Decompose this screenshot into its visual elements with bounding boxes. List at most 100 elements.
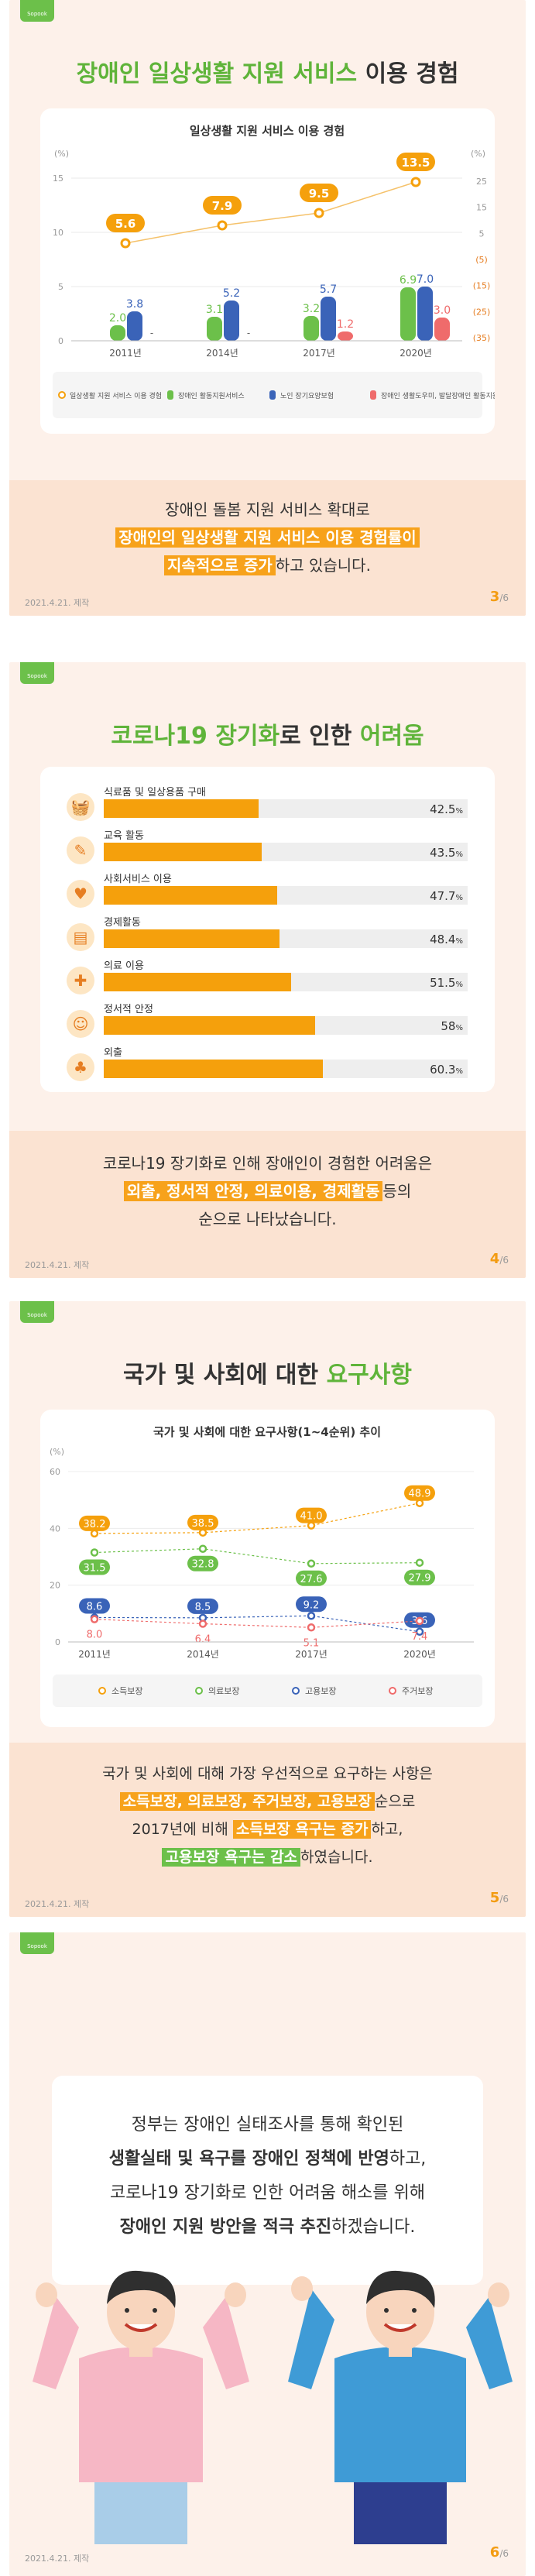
value-label: 38.2	[84, 1519, 106, 1530]
difficulty-value-label: 58%	[441, 1019, 463, 1033]
value-label: 7.4	[412, 1631, 428, 1643]
value-label: 27.9	[409, 1573, 431, 1585]
title-highlight: 코로나19 장기화	[111, 723, 280, 750]
series-point	[415, 1558, 424, 1567]
value-label: 38.5	[192, 1518, 214, 1530]
difficulty-row: ☺ 정서적 안정 58%	[63, 1001, 474, 1044]
caption-highlight: 외출, 정서적 안정, 의료이용, 경제활동	[123, 1181, 383, 1201]
bar-value-label: 2.0	[109, 312, 126, 325]
page-total: /6	[499, 592, 509, 603]
difficulty-row: ♥ 사회서비스 이용 47.7%	[63, 871, 474, 914]
bar	[224, 301, 239, 341]
difficulty-label: 식료품 및 일상용품 구매	[104, 787, 206, 799]
value-label: 41.0	[300, 1511, 323, 1523]
caption-highlight-green: 고용보장 욕구는 감소	[162, 1848, 301, 1867]
difficulty-label: 사회서비스 이용	[104, 874, 172, 885]
y-tick-label: 60	[50, 1467, 60, 1477]
cash-register-icon: ▤	[63, 920, 98, 954]
value-label: 8.6	[87, 1601, 103, 1613]
legend-marker	[269, 390, 276, 400]
difficulty-label: 의료 이용	[104, 960, 144, 972]
slide-covid-difficulties: Sopook 코로나19 장기화로 인한 어려움 🧺 식료품 및 일상용품 구매 4…	[9, 662, 526, 1278]
legend-label: 일상생활 지원 서비스 이용 경험	[70, 391, 162, 400]
legend-label: 장애인 활동지원서비스	[178, 391, 245, 400]
medical-chart-icon: ✚	[63, 963, 98, 998]
caption-highlight: 소득보장, 의료보장, 주거보장, 고용보장	[119, 1792, 375, 1811]
page-number: 6/6	[490, 2544, 509, 2561]
series-line	[94, 1619, 420, 1628]
x-tick-label: 2011년	[78, 1649, 111, 1660]
series-line	[94, 1548, 420, 1564]
caption-pre: 2017년에 비해	[132, 1821, 233, 1838]
series-point	[90, 1548, 99, 1557]
series-point	[198, 1544, 207, 1553]
page-total: /6	[499, 1255, 509, 1266]
legend-background	[53, 372, 482, 418]
caption-tail: 하고,	[371, 1821, 403, 1838]
right-tick-label: (15)	[473, 281, 491, 291]
person-right-illustration	[288, 2270, 513, 2544]
experience-value-label: 13.5	[401, 156, 430, 170]
value-label: 8.5	[195, 1602, 211, 1613]
difficulty-row: ▤ 경제활동 48.4%	[63, 914, 474, 957]
page-total: /6	[499, 2548, 509, 2559]
left-tick-label: 5	[58, 282, 63, 292]
difficulty-bar	[104, 1060, 324, 1078]
value-label-bg	[404, 1569, 435, 1585]
legend-label: 노인 장기요양보험	[280, 392, 334, 400]
value-label-bg	[404, 1485, 435, 1501]
bar-value-label: 1.2	[337, 318, 354, 331]
value-label: 32.8	[192, 1559, 214, 1571]
legend-label: 주거보장	[402, 1686, 433, 1696]
caption-box: 국가 및 사회에 대해 가장 우선적으로 요구하는 사항은 소득보장, 의료보장…	[9, 1743, 526, 1917]
x-tick-label: 2020년	[403, 1649, 436, 1660]
experience-point	[120, 238, 131, 249]
right-tick-label: 5	[479, 228, 485, 239]
difficulty-track: 47.7%	[104, 886, 468, 905]
difficulty-label: 경제활동	[104, 917, 141, 929]
legend-marker	[58, 391, 66, 399]
title-rest: 로 인한	[280, 723, 360, 750]
bar-value-label: 3.1	[206, 304, 223, 316]
difficulty-value-label: 42.5%	[430, 802, 463, 816]
difficulty-track: 58%	[104, 1016, 468, 1035]
x-tick-label: 2020년	[400, 348, 432, 359]
creation-date: 2021.4.21. 제작	[25, 1899, 90, 1909]
message-bold: 장애인 지원 방안을 적극 추진	[119, 2217, 332, 2237]
message-tail: 하겠습니다.	[331, 2217, 416, 2237]
y-tick-label: 0	[55, 1637, 60, 1647]
svg-text:♥: ♥	[74, 884, 87, 903]
y-axis-unit: (%)	[50, 1447, 64, 1457]
series-point	[90, 1529, 99, 1538]
message-tail: 하고,	[389, 2149, 427, 2169]
caption-tail: 하고 있습니다.	[275, 556, 371, 575]
caption: 장애인 돌봄 지원 서비스 확대로 장애인의 일상생활 지원 서비스 이용 경험…	[9, 496, 526, 579]
legend-marker	[370, 390, 376, 400]
bar-value-label: -	[247, 328, 250, 338]
left-tick-label: 0	[58, 336, 63, 346]
value-label-bg	[187, 1598, 218, 1614]
difficulty-track: 43.5%	[104, 843, 468, 861]
legend-label: 소득보장	[111, 1686, 142, 1696]
legend-label: 의료보장	[208, 1686, 239, 1696]
y-tick-label: 40	[50, 1523, 60, 1534]
needs-line-chart: 국가 및 사회에 대한 요구사항(1~4순위) 추이 (%) 0 20 40 60 38.2…	[50, 1425, 482, 1707]
difficulty-value-label: 43.5%	[430, 846, 463, 860]
legend-marker	[167, 390, 173, 400]
caption-highlight: 소득보장 욕구는 증가	[232, 1820, 372, 1839]
chart-card: 일상생활 지원 서비스 이용 경험 (%) (%) 0 5 10 15 (35) (25) (15…	[40, 108, 526, 434]
title-rest: 이용 경험	[357, 60, 459, 88]
right-tick-label: (35)	[473, 333, 491, 343]
experience-value-label: 7.9	[212, 199, 233, 213]
value-label-bg	[187, 1514, 218, 1530]
series-point	[307, 1612, 316, 1620]
bar-value-label: 7.0	[417, 273, 434, 286]
brand-tab-label: Sopook	[27, 11, 47, 17]
x-tick-label: 2014년	[187, 1649, 219, 1660]
legend-label: 고용보장	[305, 1686, 336, 1696]
heart-hand-icon: ♥	[63, 877, 98, 911]
value-label: 31.5	[84, 1563, 106, 1575]
creation-date: 2021.4.21. 제작	[25, 2554, 90, 2564]
page-current: 4	[489, 1251, 500, 1267]
difficulty-chart-card: 🧺 식료품 및 일상용품 구매 42.5% ✎ 교육 활동 43.5% ♥ 사회서비스 이용 4…	[40, 767, 495, 1092]
